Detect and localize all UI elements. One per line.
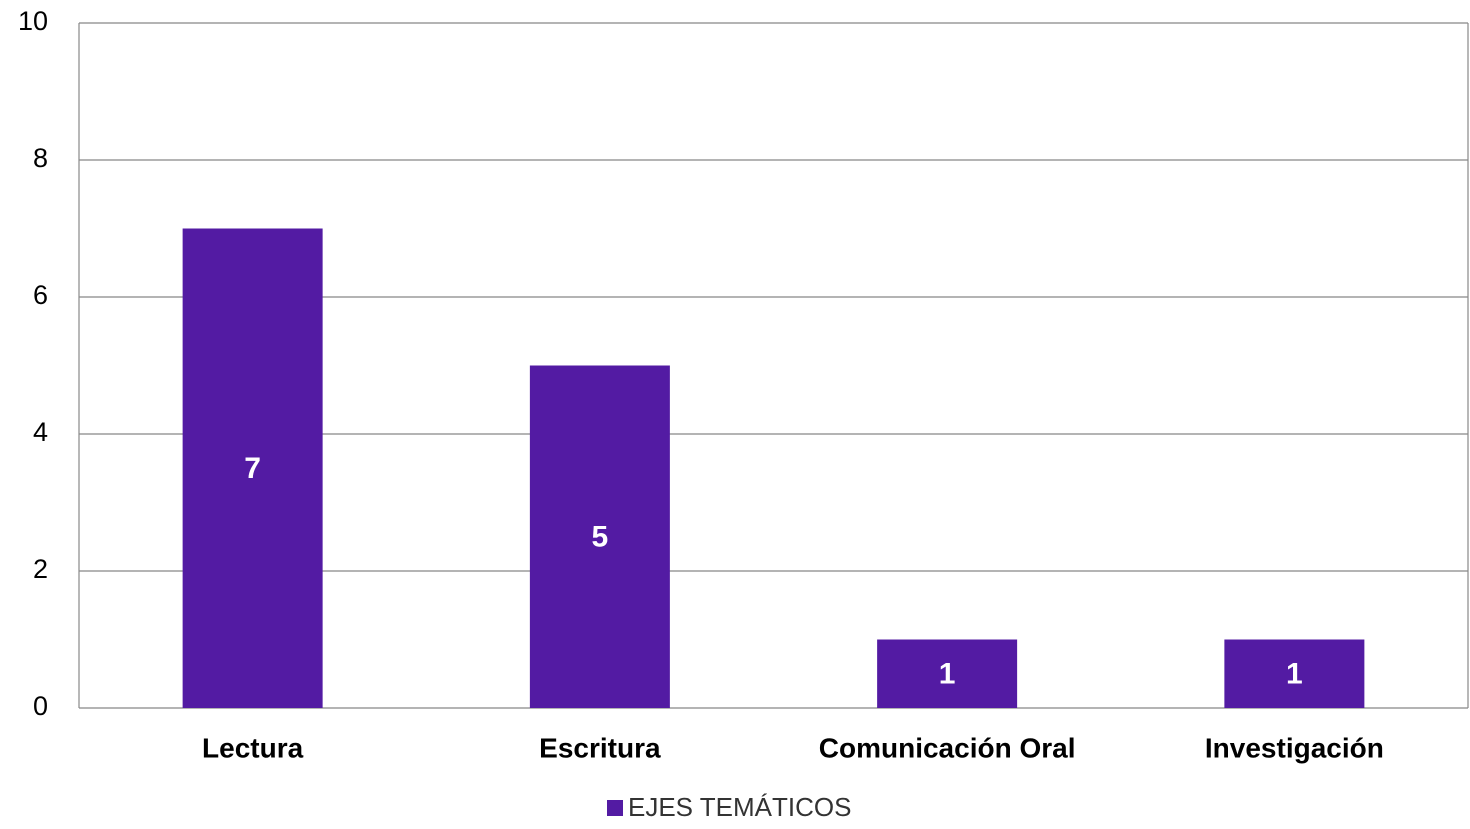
x-tick-label: Investigación <box>1205 732 1384 763</box>
legend-label: EJES TEMÁTICOS <box>628 792 851 822</box>
x-tick-label: Comunicación Oral <box>819 732 1076 763</box>
y-tick-label: 2 <box>33 554 48 584</box>
data-label: 1 <box>1286 658 1303 691</box>
bar <box>529 365 670 708</box>
x-tick-label: Escritura <box>539 732 661 763</box>
data-label: 5 <box>592 521 609 554</box>
y-tick-label: 10 <box>18 6 48 36</box>
x-tick-label: Lectura <box>202 732 304 763</box>
bar <box>182 228 323 708</box>
y-tick-label: 6 <box>33 280 48 310</box>
bar <box>877 639 1018 708</box>
data-label: 1 <box>939 658 956 691</box>
data-label: 7 <box>244 452 261 485</box>
y-tick-label: 0 <box>33 691 48 721</box>
y-tick-label: 4 <box>33 417 48 447</box>
legend-swatch <box>607 800 623 816</box>
bar <box>1224 639 1365 708</box>
y-tick-label: 8 <box>33 143 48 173</box>
